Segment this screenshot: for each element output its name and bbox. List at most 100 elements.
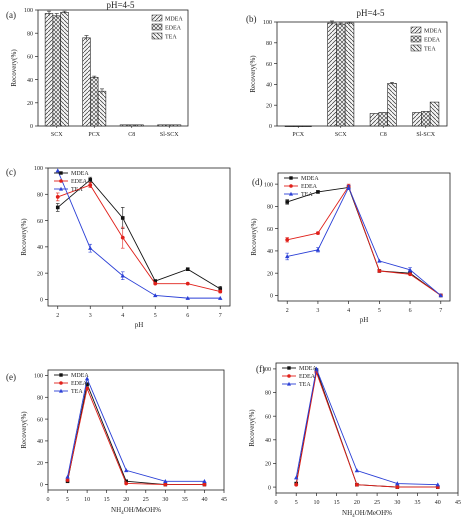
data-point xyxy=(65,478,70,483)
bar xyxy=(52,15,61,127)
legend-marker xyxy=(287,374,291,378)
panel-tag: (d) xyxy=(252,177,263,187)
legend-swatch xyxy=(151,32,163,40)
legend-marker xyxy=(289,184,293,188)
y-tick-label: 40 xyxy=(37,245,43,251)
y-tick-label: 0 xyxy=(40,483,43,489)
bar xyxy=(327,22,337,127)
legend-label: MDEA xyxy=(165,17,183,23)
data-point xyxy=(85,386,90,391)
legend-label: MDEA xyxy=(299,366,317,372)
x-tick-label: 3 xyxy=(89,313,92,319)
bar xyxy=(302,125,312,127)
y-tick-label: 60 xyxy=(265,414,271,420)
data-point xyxy=(84,376,90,381)
data-point xyxy=(408,272,412,277)
y-tick-label: 80 xyxy=(37,395,43,401)
legend-label: MDEA xyxy=(71,171,89,177)
series-line-edea xyxy=(57,184,221,292)
y-tick-label: 40 xyxy=(266,83,272,89)
y-tick-label: 40 xyxy=(27,78,33,84)
y-tick-label: 60 xyxy=(37,219,43,225)
x-tick-label: 45 xyxy=(221,497,227,503)
bar xyxy=(157,124,166,127)
x-tick-label: PCX xyxy=(88,132,100,138)
y-tick-label: 100 xyxy=(262,367,271,373)
x-tick-label: 7 xyxy=(219,313,222,319)
legend-label: TEA xyxy=(71,389,83,395)
data-point xyxy=(218,295,223,300)
y-tick-label: 20 xyxy=(265,462,271,468)
x-tick-label: 30 xyxy=(162,497,168,503)
bar xyxy=(412,112,422,127)
x-tick-label: 30 xyxy=(394,500,400,506)
y-axis-label: Recovery(%) xyxy=(20,411,28,449)
y-tick-label: 40 xyxy=(265,438,271,444)
bar xyxy=(135,124,144,127)
series-line-tea xyxy=(295,367,438,486)
x-tick-label: 10 xyxy=(84,497,90,503)
y-tick-label: 100 xyxy=(264,182,273,188)
y-tick-label: 60 xyxy=(37,417,43,423)
x-axis-label: NH4OH/MeOH% xyxy=(111,506,161,516)
x-axis-label: NH4OH/MeOH% xyxy=(342,509,392,519)
chart-title: pH=4-5 xyxy=(356,8,385,18)
legend-label: MDEA xyxy=(71,373,89,379)
data-point xyxy=(124,468,129,473)
panel-b: (b) 0 20 40 60 80 100 Recovery(%) pH=4-5 PCX SCX C8… xyxy=(246,8,448,138)
y-tick-label: 80 xyxy=(37,192,43,198)
legend-label: EDEA xyxy=(424,38,441,44)
data-point xyxy=(55,168,60,173)
legend-label: EDEA xyxy=(71,179,88,185)
data-point xyxy=(285,237,290,242)
x-tick-label: 6 xyxy=(409,308,412,314)
data-point xyxy=(153,279,158,283)
legend-label: EDEA xyxy=(301,184,318,190)
panel-tag: (b) xyxy=(246,14,257,24)
x-tick-label: 4 xyxy=(347,308,350,314)
x-tick-label: 5 xyxy=(154,313,157,319)
y-tick-label: 20 xyxy=(267,271,273,277)
x-tick-label: 5 xyxy=(295,500,298,506)
legend-marker xyxy=(59,186,63,191)
legend-label: TEA xyxy=(165,35,177,41)
x-tick-label: PCX xyxy=(292,132,304,138)
data-point xyxy=(202,482,207,487)
plot-frame xyxy=(276,21,448,127)
panel-tag: (f) xyxy=(256,364,265,374)
bar xyxy=(369,113,380,127)
legend-label: EDEA xyxy=(299,374,316,380)
data-point xyxy=(395,485,400,489)
data-point xyxy=(438,293,443,298)
legend-marker xyxy=(287,381,291,386)
series-line-edea xyxy=(67,387,205,485)
y-axis-label: Recovery(%) xyxy=(250,218,258,256)
data-point xyxy=(315,247,321,252)
y-tick-label: 100 xyxy=(34,374,43,380)
y-tick-label: 80 xyxy=(27,31,33,37)
data-point xyxy=(185,267,190,271)
legend-marker xyxy=(59,388,63,393)
bar xyxy=(336,23,346,127)
legend-marker xyxy=(289,191,293,196)
y-tick-label: 100 xyxy=(263,20,272,26)
data-point xyxy=(218,287,223,291)
data-point xyxy=(55,195,60,199)
legend-label: TEA xyxy=(71,187,83,193)
panel-c: (c) 0 20 40 60 80 100 Recovery(%) 2 3 4 5 6 7 pH MDEA ED… xyxy=(6,166,231,329)
x-tick-label: 3 xyxy=(316,308,319,314)
bar xyxy=(44,13,54,127)
x-tick-label: 20 xyxy=(123,497,129,503)
data-point xyxy=(218,289,223,294)
y-tick-label: 0 xyxy=(269,124,272,130)
data-point xyxy=(153,281,158,286)
data-point xyxy=(65,474,70,479)
panel-d: (d) 0 20 40 60 80 100 Recovery(%) 2 3 4 5 6 7 pH MDEA ED… xyxy=(250,172,451,324)
y-tick-label: 60 xyxy=(266,62,272,68)
bar xyxy=(378,112,388,127)
bar xyxy=(127,124,136,127)
data-point xyxy=(88,183,93,187)
data-point xyxy=(285,254,290,259)
data-point xyxy=(85,382,89,386)
